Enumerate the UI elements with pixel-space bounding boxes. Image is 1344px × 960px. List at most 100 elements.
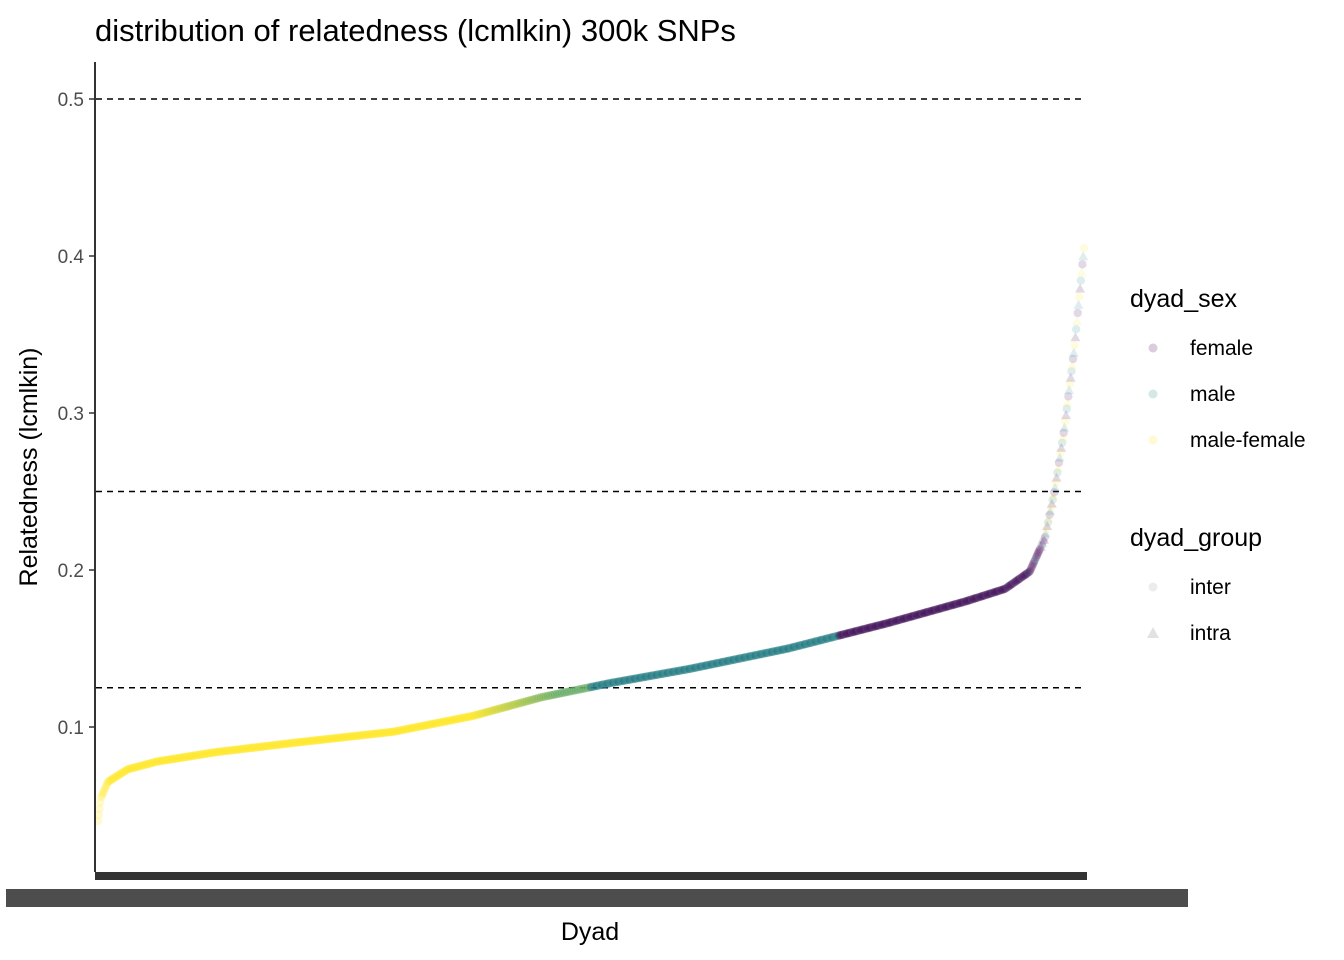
data-point: [295, 738, 304, 747]
data-point: [304, 736, 313, 746]
data-point: [344, 732, 353, 741]
data-point: [730, 655, 739, 664]
data-point: [157, 756, 166, 766]
data-point: [965, 595, 974, 605]
data-point: [1053, 468, 1062, 477]
data-point: [338, 733, 347, 742]
data-point: [1076, 276, 1086, 285]
data-point: [845, 628, 855, 637]
data-point: [172, 754, 181, 763]
data-point: [379, 728, 389, 738]
data-point: [863, 624, 873, 633]
data-point: [209, 748, 219, 757]
data-point: [750, 651, 760, 660]
data-point: [212, 747, 222, 757]
data-point: [510, 700, 519, 709]
data-point: [807, 638, 816, 647]
data-point: [528, 695, 537, 704]
data-point: [468, 711, 478, 721]
data-point: [721, 657, 731, 666]
data-point: [1070, 341, 1079, 350]
data-point: [834, 631, 844, 640]
legend-label: female: [1190, 337, 1253, 360]
data-point: [702, 661, 711, 670]
data-point: [708, 659, 717, 669]
data-point: [270, 741, 279, 750]
data-point: [694, 662, 703, 672]
data-point: [1016, 573, 1025, 583]
data-point: [314, 735, 324, 745]
data-point: [621, 676, 631, 685]
data-point: [187, 751, 197, 761]
data-point: [591, 681, 601, 691]
data-point: [835, 631, 844, 640]
data-point: [858, 625, 867, 634]
data-point: [534, 693, 544, 703]
data-point: [616, 677, 625, 686]
data-point: [144, 759, 154, 768]
data-point: [415, 722, 425, 731]
data-point: [746, 652, 755, 661]
data-point: [895, 615, 905, 624]
data-point: [277, 740, 287, 749]
data-point: [644, 672, 653, 681]
data-point: [461, 713, 471, 722]
data-point: [736, 654, 746, 663]
data-point: [504, 701, 514, 711]
data-point: [826, 633, 835, 642]
data-point: [808, 638, 817, 647]
data-point: [146, 759, 155, 768]
data-point: [558, 688, 568, 697]
data-point: [876, 620, 885, 630]
data-point: [125, 764, 134, 774]
data-point: [101, 782, 111, 791]
data-point: [436, 718, 446, 727]
data-point: [453, 714, 462, 724]
data-point: [775, 646, 784, 655]
data-point: [530, 694, 540, 704]
data-point: [916, 609, 926, 619]
data-point: [262, 741, 272, 751]
data-point: [984, 589, 993, 599]
data-point: [635, 673, 645, 683]
data-point: [775, 645, 785, 655]
data-point: [1030, 556, 1039, 565]
data-point: [549, 690, 558, 699]
data-point: [837, 630, 846, 640]
data-point: [164, 755, 173, 764]
data-point: [846, 628, 855, 637]
data-point: [285, 739, 295, 748]
data-point: [814, 636, 823, 645]
data-point: [584, 683, 594, 692]
data-point: [454, 714, 463, 724]
data-point: [174, 753, 183, 763]
data-point: [403, 724, 412, 734]
data-point: [408, 723, 418, 733]
data-point: [920, 608, 929, 618]
data-point: [411, 723, 421, 732]
data-point: [417, 722, 426, 731]
data-point: [377, 728, 386, 738]
data-point: [710, 659, 720, 668]
data-point: [521, 697, 530, 706]
data-point: [894, 615, 904, 625]
data-point: [533, 693, 543, 703]
data-point: [967, 595, 977, 604]
data-point: [799, 640, 808, 649]
data-point: [340, 732, 349, 742]
data-point: [631, 674, 641, 683]
data-point: [464, 712, 473, 722]
data-point: [374, 729, 383, 738]
data-point: [849, 627, 858, 636]
data-point: [478, 709, 487, 718]
data-point: [770, 647, 779, 656]
data-point: [126, 764, 136, 773]
data-point: [394, 726, 403, 735]
data-point: [573, 685, 583, 694]
data-point: [952, 599, 962, 608]
data-point: [668, 667, 678, 677]
data-point: [1037, 540, 1046, 550]
data-point: [518, 698, 527, 707]
data-point: [397, 725, 407, 735]
data-point: [324, 734, 333, 744]
